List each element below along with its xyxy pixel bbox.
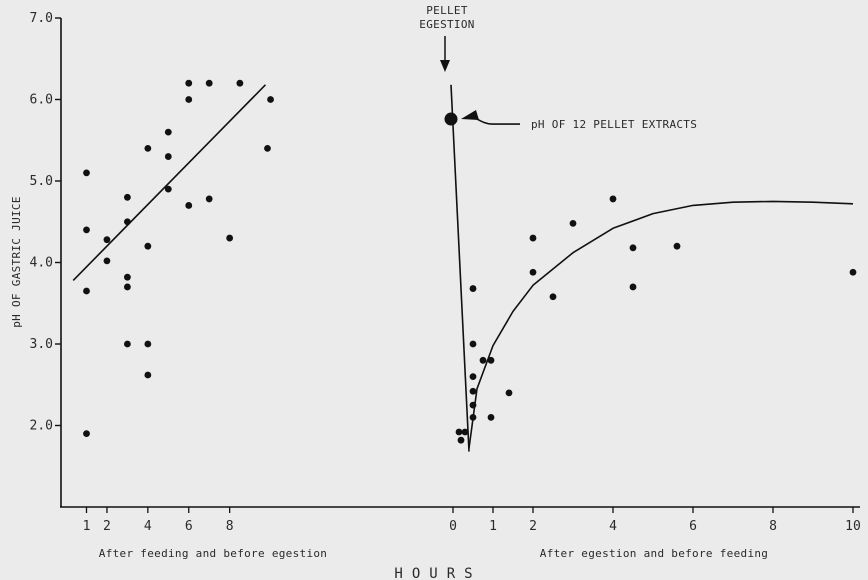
data-point: [124, 283, 131, 291]
data-point: [124, 193, 131, 201]
pellet-extract-arrow: [470, 115, 520, 125]
data-point: [164, 128, 172, 136]
trend-line-before-egestion: [72, 84, 267, 281]
data-point: [479, 356, 487, 364]
x-tick-label: 4: [609, 519, 617, 534]
x-tick-label: 4: [144, 519, 152, 534]
data-point: [236, 79, 244, 87]
data-point: [144, 340, 152, 348]
data-point: [849, 268, 857, 276]
pellet-egestion-label-line1: PELLET: [426, 4, 468, 17]
data-point: [487, 413, 495, 421]
pellet-egestion-arrowhead: [440, 60, 450, 72]
data-point: [164, 185, 172, 193]
x-tick-label: 8: [769, 519, 777, 534]
pellet-egestion-label-line2: EGESTION: [419, 18, 474, 31]
y-tick-label: 7.0: [30, 11, 53, 26]
data-point: [455, 428, 463, 436]
data-point: [205, 79, 213, 87]
x-tick-label: 1: [489, 519, 497, 534]
data-point: [124, 340, 131, 348]
x-ticks: 1 2 4 6 8 0 1 2 4 6 8 10: [83, 507, 861, 534]
axis-labels: After feeding and before egestion After e…: [10, 196, 768, 580]
x-axis-label: HOURS: [394, 566, 481, 580]
data-point: [144, 145, 152, 152]
data-point: [124, 218, 131, 226]
data-point: [549, 293, 557, 301]
y-tick-label: 4.0: [30, 256, 53, 271]
data-point: [83, 287, 90, 295]
x-tick-label: 0: [449, 519, 457, 534]
data-point: [103, 257, 111, 265]
y-axis-label: pH OF GASTRIC JUICE: [10, 196, 23, 328]
data-point: [609, 195, 617, 203]
data-point: [469, 285, 477, 292]
data-point: [264, 145, 271, 152]
pellet-extract-point: [444, 112, 458, 126]
fit-lines: [72, 84, 854, 452]
data-point: [205, 195, 213, 203]
recovery-curve: [468, 200, 854, 449]
y-ticks: 7.0 6.0 5.0 4.0 3.0 2.0: [30, 11, 61, 434]
data-point: [469, 340, 477, 348]
x-tick-label: 10: [845, 519, 861, 534]
data-point: [185, 202, 193, 209]
data-point: [83, 169, 90, 177]
data-point: [103, 236, 111, 244]
y-tick-label: 3.0: [30, 337, 53, 352]
pellet-extract-label: pH OF 12 PELLET EXTRACTS: [531, 118, 697, 131]
data-points: [83, 79, 857, 444]
x-tick-label: 1: [83, 519, 91, 534]
data-point: [461, 428, 469, 436]
x-tick-label: 8: [226, 519, 234, 534]
data-point: [124, 273, 131, 281]
data-point: [569, 219, 577, 227]
x-tick-label: 2: [103, 519, 111, 534]
data-point: [673, 242, 681, 250]
data-point: [267, 96, 274, 103]
y-tick-label: 6.0: [30, 93, 53, 108]
y-tick-label: 2.0: [30, 419, 53, 434]
data-point: [144, 371, 152, 379]
data-point: [469, 373, 477, 380]
data-point: [226, 234, 234, 242]
data-point: [529, 268, 537, 276]
y-tick-label: 5.0: [30, 174, 53, 189]
data-point: [505, 389, 513, 397]
data-point: [469, 401, 477, 409]
drop-line-after-egestion: [450, 84, 470, 452]
data-point: [164, 153, 172, 160]
x-tick-label: 6: [689, 519, 697, 534]
data-point: [629, 283, 637, 291]
x-tick-label: 2: [529, 519, 537, 534]
data-point: [487, 356, 495, 364]
data-point: [185, 96, 193, 103]
data-point: [144, 242, 152, 250]
data-point: [83, 430, 90, 438]
data-point: [469, 387, 477, 395]
pellet-extract-arrowhead: [461, 110, 479, 121]
segment-label-before-egestion: After feeding and before egestion: [99, 547, 327, 560]
data-point: [83, 226, 90, 234]
data-point: [529, 234, 537, 242]
data-point: [457, 436, 465, 444]
data-point: [469, 413, 477, 421]
x-tick-label: 6: [185, 519, 193, 534]
data-point: [629, 244, 637, 252]
segment-label-after-egestion: After egestion and before feeding: [540, 547, 768, 560]
data-point: [185, 79, 193, 87]
